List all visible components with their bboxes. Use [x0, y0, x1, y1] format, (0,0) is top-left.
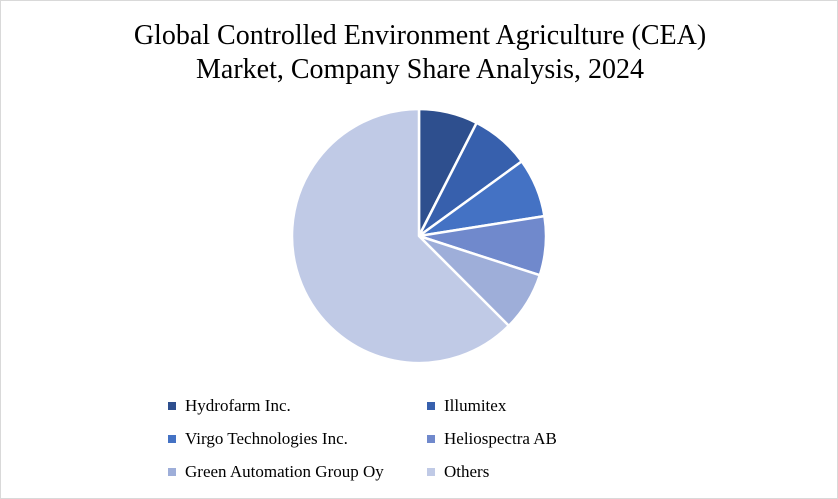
chart-title: Global Controlled Environment Agricultur… — [1, 19, 838, 87]
legend-label-heliospectra: Heliospectra AB — [444, 429, 557, 448]
legend-item-green-automation: Green Automation Group Oy — [168, 462, 384, 482]
pie-slice-others — [290, 107, 511, 365]
legend-item-illumitex: Illumitex — [427, 396, 506, 416]
legend-swatch-others — [427, 468, 435, 476]
legend-swatch-green-automation — [168, 468, 176, 476]
legend-label-virgo: Virgo Technologies Inc. — [185, 429, 348, 448]
legend-item-others: Others — [427, 462, 489, 482]
legend-swatch-illumitex — [427, 402, 435, 410]
legend-item-heliospectra: Heliospectra AB — [427, 429, 557, 449]
legend-swatch-heliospectra — [427, 435, 435, 443]
legend-label-green-automation: Green Automation Group Oy — [185, 462, 384, 481]
legend-label-others: Others — [444, 462, 490, 481]
legend-swatch-virgo — [168, 435, 176, 443]
chart-title-line-1: Global Controlled Environment Agricultur… — [133, 20, 707, 51]
legend-swatch-hydrofarm — [168, 402, 176, 410]
legend-label-illumitex: Illumitex — [444, 396, 507, 415]
chart-title-line-2: Market, Company Share Analysis, 2024 — [196, 54, 644, 85]
legend-item-virgo: Virgo Technologies Inc. — [168, 429, 348, 449]
legend-item-hydrofarm: Hydrofarm Inc. — [168, 396, 291, 416]
legend-label-hydrofarm: Hydrofarm Inc. — [185, 396, 291, 415]
